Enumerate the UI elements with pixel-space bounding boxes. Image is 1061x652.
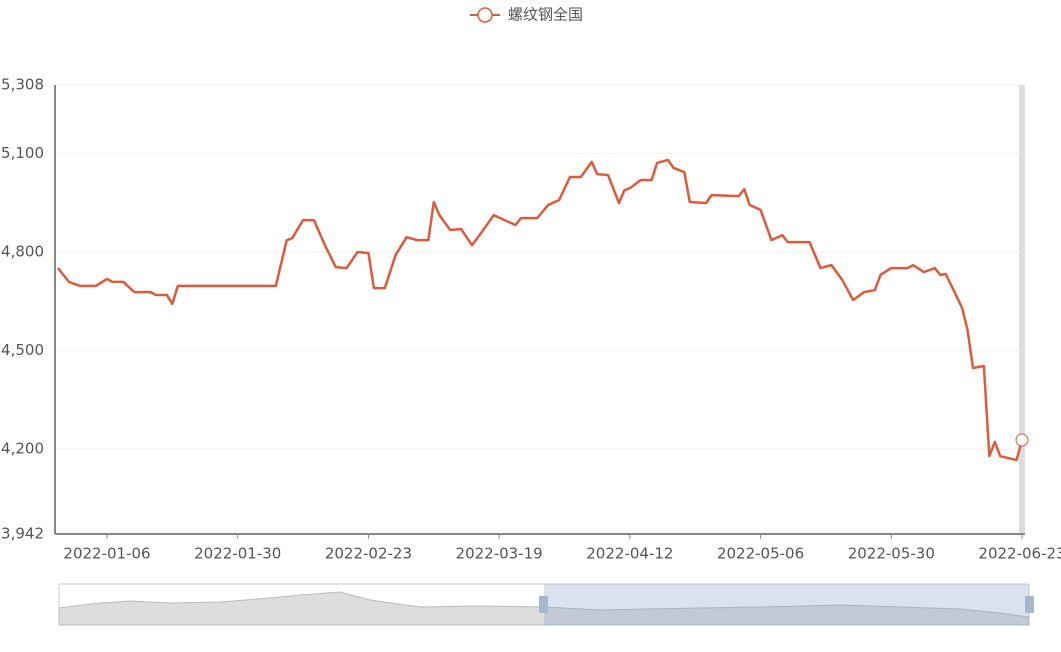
- x-tick-label: 2022-02-23: [325, 545, 412, 563]
- zoom-handle[interactable]: [1025, 596, 1034, 613]
- axis-pointer: [1019, 85, 1025, 534]
- legend-icon: [477, 7, 493, 23]
- y-tick-label: 5,308: [1, 76, 44, 94]
- x-tick-label: 2022-01-30: [194, 545, 281, 563]
- line: [57, 158, 1024, 462]
- y-tick-label: 4,500: [1, 341, 44, 359]
- y-tick-label: 4,800: [1, 242, 44, 260]
- legend-label: 螺纹钢全国: [508, 6, 583, 24]
- y-tick-label: 3,942: [1, 525, 44, 543]
- point: [1015, 433, 1029, 447]
- x-tick-label: 2022-04-12: [586, 545, 673, 563]
- data-zoom[interactable]: [58, 583, 1034, 626]
- x-tick-label: 2022-05-06: [717, 545, 804, 563]
- x-tick-label: 2022-06-23: [978, 545, 1061, 563]
- y-tick-label: 4,200: [1, 440, 44, 458]
- zoom-handle[interactable]: [539, 596, 548, 613]
- x-tick-label: 2022-03-19: [456, 545, 543, 563]
- x-tick-label: 2022-05-30: [848, 545, 935, 563]
- x-tick-label: 2022-01-06: [63, 545, 150, 563]
- zoom-window[interactable]: [544, 584, 1029, 625]
- y-tick-label: 5,100: [1, 144, 44, 162]
